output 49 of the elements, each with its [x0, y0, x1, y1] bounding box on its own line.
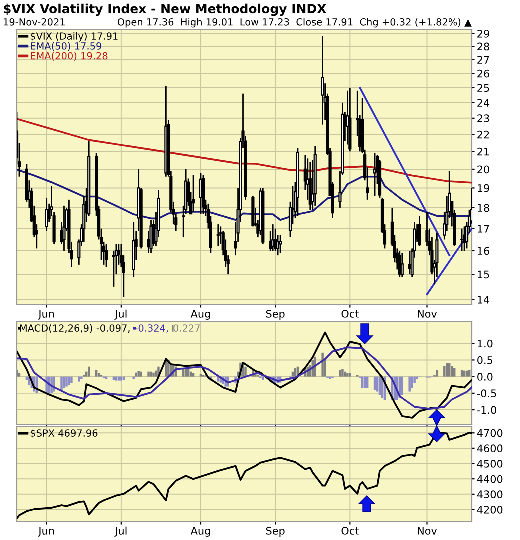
x-tick-label: Nov — [418, 527, 438, 535]
y-tick-label: 21 — [478, 148, 490, 156]
y-tick-label: 23 — [478, 114, 490, 123]
legend-label: $VIX (Daily) 17.91 — [30, 32, 118, 42]
x-tick-label: Jul — [114, 526, 127, 537]
legend-label: EMA(50) 17.59 — [31, 42, 102, 51]
y-tick-label: 4700 — [477, 429, 503, 438]
x-tick-label: Jun — [38, 310, 54, 320]
legend-label: -0.324, — [135, 324, 168, 333]
chart-subtitle: 19-Nov-2021 — [4, 18, 65, 26]
y-tick-label: 0.0 — [478, 373, 493, 381]
x-tick-label: Nov — [418, 310, 438, 318]
y-tick-label: 4600 — [477, 444, 503, 453]
text: Open 17.36 High 19.01 Low 17.23 Close 17.91 Chg +0.32 (+1.82%) ▲ — [118, 18, 472, 28]
chart-title: $VIX Volatility Index - New Methodology INDX — [4, 4, 326, 16]
y-tick-label: 4200 — [477, 506, 503, 514]
x-tick-label: Sep — [266, 527, 285, 537]
y-tick-label: 20 — [478, 166, 490, 174]
y-tick-label: -1.0 — [477, 406, 496, 414]
legend-label: MACD(12,26,9) -0.097, — [20, 324, 130, 334]
x-tick-label: Sep — [266, 310, 285, 320]
y-tick-label: 4500 — [477, 460, 503, 468]
legend-label: EMA(200) 19.28 — [31, 52, 108, 61]
x-tick-label: Aug — [190, 527, 210, 537]
y-tick-label: 28 — [478, 42, 490, 51]
y-tick-label: 0.5 — [478, 356, 493, 364]
y-tick-label: 29 — [478, 30, 490, 38]
legend-label: $SPX 4697.96 — [30, 429, 98, 438]
y-tick-label: 15 — [478, 270, 490, 279]
y-tick-label: 4400 — [477, 475, 503, 484]
y-tick-label: 17 — [478, 225, 490, 233]
x-tick-label: Oct — [342, 527, 359, 535]
y-tick-label: 25 — [478, 84, 490, 92]
y-tick-label: 19 — [478, 184, 490, 192]
x-tick-label: Aug — [190, 310, 210, 320]
x-tick-label: Jun — [38, 527, 54, 537]
y-tick-label: 26 — [478, 70, 490, 78]
y-tick-label: 14 — [478, 296, 490, 304]
y-tick-label: 1.0 — [478, 340, 493, 348]
legend-label: 0.227 — [174, 324, 200, 332]
x-tick-label: Oct — [342, 310, 359, 318]
y-tick-label: -0.5 — [477, 390, 496, 398]
x-tick-label: Jul — [114, 310, 127, 320]
y-tick-label: 27 — [478, 56, 490, 64]
y-tick-label: 22 — [478, 130, 490, 139]
y-tick-label: 16 — [478, 247, 490, 256]
y-tick-label: 4300 — [477, 490, 503, 499]
y-tick-label: 18 — [478, 204, 490, 212]
y-tick-label: 24 — [478, 99, 490, 107]
